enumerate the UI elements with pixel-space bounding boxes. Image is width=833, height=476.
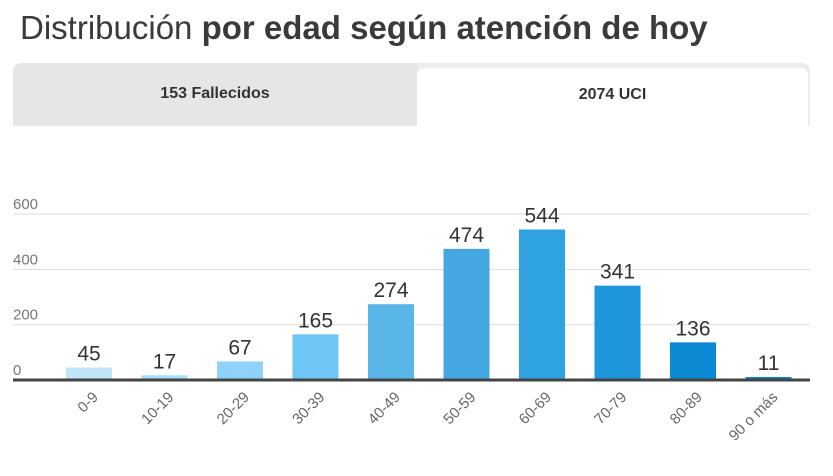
bar-30-39 xyxy=(292,334,339,380)
bar-chart: 0 200 400 600 45 0-9 17 10-19 67 20-29 165 30-39 274… xyxy=(13,196,810,445)
bar-70-79 xyxy=(594,285,641,380)
title-light: Distribución xyxy=(20,9,193,46)
x-tick-label-70-79: 70-79 xyxy=(591,389,630,428)
data-label-20-29: 67 xyxy=(228,336,251,359)
x-tick-label-30-39: 30-39 xyxy=(289,389,328,428)
x-tick-label-90 o más: 90 o más xyxy=(726,389,782,445)
x-tick-label-60-69: 60-69 xyxy=(516,389,555,428)
title-bold: por edad según atención de hoy xyxy=(201,9,708,46)
data-label-90 o más: 11 xyxy=(758,352,780,375)
y-tick-label-400: 400 xyxy=(13,251,38,268)
data-label-70-79: 341 xyxy=(600,261,635,284)
data-label-0-9: 45 xyxy=(77,343,100,366)
tab-fallecidos[interactable]: 153 Fallecidos xyxy=(13,63,417,126)
bar-40-49 xyxy=(368,304,414,380)
tab-bar: 153 Fallecidos 2074 UCI xyxy=(13,63,810,126)
x-tick-label-80-89: 80-89 xyxy=(667,389,706,428)
x-tick-label-10-19: 10-19 xyxy=(138,389,177,428)
bar-20-29 xyxy=(217,361,263,380)
y-tick-label-0: 0 xyxy=(13,362,21,379)
data-label-50-59: 474 xyxy=(449,224,484,247)
x-tick-label-0-9: 0-9 xyxy=(74,389,101,416)
bar-90 o más xyxy=(745,376,792,380)
bar-10-19 xyxy=(141,375,188,380)
bar-80-89 xyxy=(670,342,716,380)
tab-uci[interactable]: 2074 UCI xyxy=(417,68,808,126)
x-tick-label-40-49: 40-49 xyxy=(365,389,404,428)
data-label-60-69: 544 xyxy=(524,204,559,227)
bar-0-9 xyxy=(66,367,112,380)
y-tick-label-600: 600 xyxy=(13,196,38,213)
bar-60-69 xyxy=(519,229,565,380)
chart-title: Distribución por edad según atención de … xyxy=(20,6,708,50)
bar-50-59 xyxy=(443,248,490,380)
x-tick-label-20-29: 20-29 xyxy=(214,389,253,428)
data-label-80-89: 136 xyxy=(675,317,710,340)
y-tick-label-200: 200 xyxy=(13,307,38,324)
data-label-30-39: 165 xyxy=(298,309,333,332)
x-tick-label-50-59: 50-59 xyxy=(440,389,479,428)
data-label-10-19: 17 xyxy=(153,350,176,373)
data-label-40-49: 274 xyxy=(373,279,408,302)
